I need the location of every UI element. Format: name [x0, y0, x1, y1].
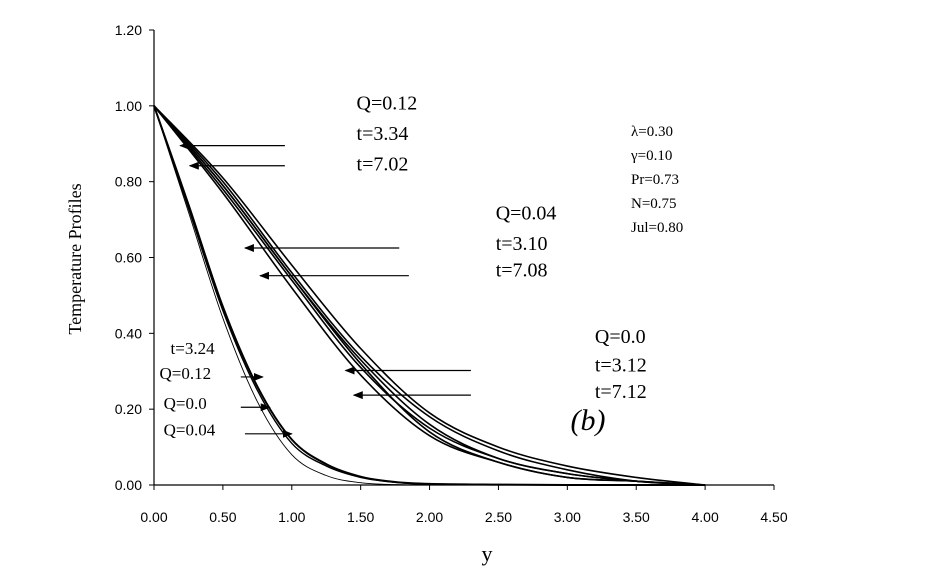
- x-tick-label: 3.00: [554, 509, 581, 525]
- series-line-9: [153, 105, 706, 486]
- y-tick-label: 0.20: [115, 401, 142, 417]
- annotation-label: Q=0.12: [357, 93, 418, 115]
- y-tick-label: 0.00: [115, 477, 142, 493]
- annotation-label: Q=0.12: [160, 364, 212, 383]
- series-line-2: [153, 105, 706, 486]
- annotation-label: t=3.12: [595, 354, 647, 376]
- annotation-label: Q=0.0: [164, 394, 207, 413]
- panel-label: (b): [571, 404, 606, 437]
- annotation-label: Q=0.04: [496, 203, 557, 225]
- param-gamma: γ=0.10: [630, 148, 672, 164]
- annotation-label: Q=0.04: [164, 421, 216, 440]
- y-tick-label: 1.00: [115, 98, 142, 114]
- x-tick-label: 2.50: [485, 509, 512, 525]
- y-tick-labels: 0.00 0.20 0.40 0.60 0.80 1.00 1.20: [115, 22, 154, 493]
- axes: [153, 30, 774, 486]
- annotation-label: t=3.10: [496, 233, 548, 255]
- x-tick-label: 2.00: [416, 509, 443, 525]
- y-tick-label: 0.80: [115, 174, 142, 190]
- series-line-6: [153, 105, 706, 486]
- annotation-label: t=7.12: [595, 381, 647, 403]
- parameter-legend: λ=0.30 γ=0.10 Pr=0.73 N=0.75 Jul=0.80: [630, 124, 683, 236]
- x-tick-label: 3.50: [623, 509, 650, 525]
- temperature-curves: [153, 105, 706, 487]
- series-line-3: [153, 105, 706, 486]
- annotation-label: t=7.08: [496, 259, 548, 281]
- x-tick-label: 0.50: [209, 509, 236, 525]
- x-tick-label: 4.00: [691, 509, 718, 525]
- x-axis-title: y: [482, 541, 493, 566]
- annotation-label: t=3.24: [171, 339, 216, 358]
- series-line-5: [153, 105, 706, 486]
- annotation-label: t=3.34: [357, 123, 409, 145]
- param-pr: Pr=0.73: [631, 172, 679, 188]
- y-axis-title: Temperature Profiles: [65, 183, 85, 334]
- x-tick-label: 1.50: [347, 509, 374, 525]
- param-n: N=0.75: [631, 196, 677, 212]
- y-tick-label: 1.20: [115, 22, 142, 38]
- annotation-arrows: [179, 141, 471, 438]
- x-tick-label: 1.00: [278, 509, 305, 525]
- x-tick-label: 0.00: [140, 509, 167, 525]
- annotation-label: t=7.02: [357, 153, 409, 175]
- param-jul: Jul=0.80: [631, 220, 683, 236]
- param-lambda: λ=0.30: [631, 124, 673, 140]
- annotation-labels: Q=0.12 t=3.34 t=7.02 Q=0.04 t=3.10 t=7.08 Q=0.…: [160, 93, 647, 440]
- y-tick-label: 0.60: [115, 250, 142, 266]
- x-tick-label: 4.50: [760, 509, 787, 525]
- y-tick-label: 0.40: [115, 325, 142, 341]
- annotation-label: Q=0.0: [595, 326, 646, 348]
- x-tick-labels: 0.00 0.50 1.00 1.50 2.00 2.50 3.00 3.50 4.00 4.50: [140, 485, 788, 525]
